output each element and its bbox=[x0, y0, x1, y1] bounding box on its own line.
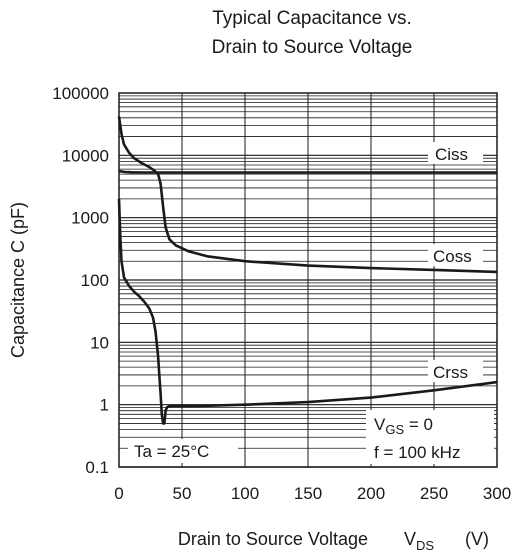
x-tick-label: 250 bbox=[420, 484, 448, 503]
x-tick-label: 50 bbox=[173, 484, 192, 503]
y-tick-label: 10 bbox=[90, 333, 109, 352]
x-tick-label: 100 bbox=[231, 484, 259, 503]
y-axis-label: Capacitance C (pF) bbox=[8, 202, 28, 358]
series-lines bbox=[117, 116, 498, 425]
x-axis-label: Drain to Source Voltage bbox=[178, 529, 368, 549]
x-tick-label: 200 bbox=[357, 484, 385, 503]
y-tick-label: 1 bbox=[100, 396, 109, 415]
ciss-label: Ciss bbox=[435, 145, 468, 164]
y-tick-label: 1000 bbox=[71, 209, 109, 228]
crss-label-box bbox=[428, 360, 483, 382]
chart-title-line-2: Drain to Source Voltage bbox=[212, 37, 413, 58]
y-tick-label: 100000 bbox=[52, 84, 109, 103]
x-axis-symbol: VDS bbox=[404, 529, 434, 553]
frequency-label: f = 100 kHz bbox=[374, 443, 460, 462]
x-tick-labels: 0 50 100 150 200 250 300 bbox=[114, 484, 511, 503]
x-tick-label: 300 bbox=[483, 484, 511, 503]
x-axis-unit: (V) bbox=[465, 529, 489, 549]
conditions-box bbox=[366, 410, 494, 464]
series-line-coss bbox=[117, 116, 498, 274]
y-tick-labels: 0.1 1 10 100 1000 10000 100000 bbox=[52, 84, 109, 477]
ta-label: Ta = 25°C bbox=[134, 442, 209, 461]
y-tick-label: 100 bbox=[81, 271, 109, 290]
ciss-label-box bbox=[428, 142, 483, 164]
ta-label-box bbox=[128, 439, 238, 463]
coss-label: Coss bbox=[433, 247, 472, 266]
plot-frame bbox=[118, 92, 498, 468]
x-tick-label: 150 bbox=[294, 484, 322, 503]
x-tick-label: 0 bbox=[114, 484, 123, 503]
coss-label-box bbox=[428, 244, 483, 266]
y-tick-label: 0.1 bbox=[85, 458, 109, 477]
y-tick-label: 10000 bbox=[62, 146, 109, 165]
series-line-crss bbox=[117, 198, 498, 425]
chart-title-line-1: Typical Capacitance vs. bbox=[212, 8, 412, 29]
vgs-label: VGS = 0 bbox=[374, 415, 433, 437]
series-line-ciss bbox=[118, 169, 497, 174]
crss-label: Crss bbox=[433, 363, 468, 382]
